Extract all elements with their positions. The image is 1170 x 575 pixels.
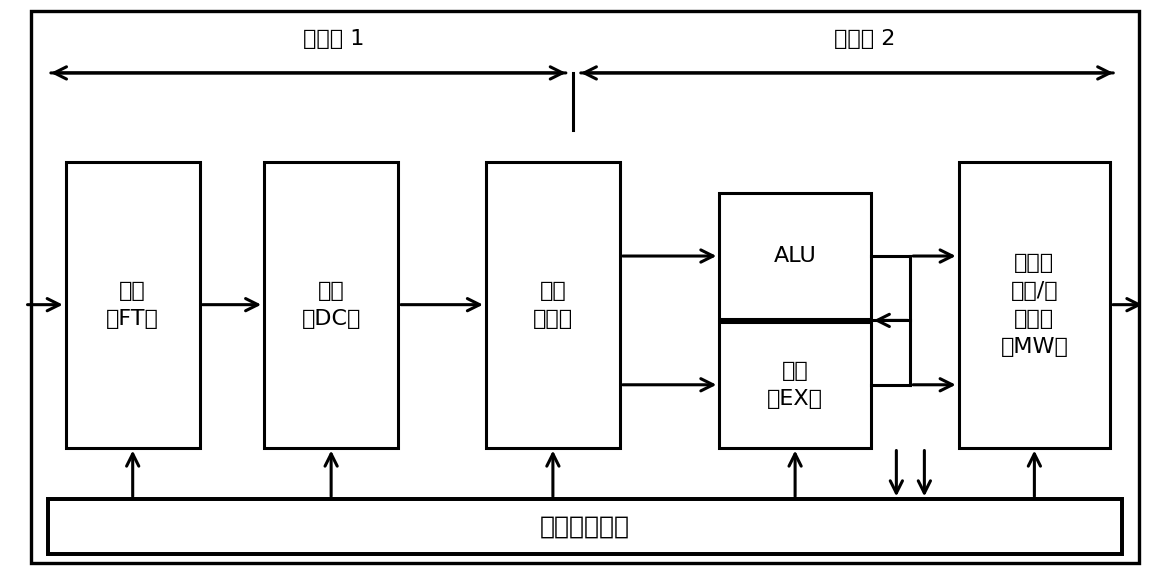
Text: ALU: ALU: [773, 246, 817, 266]
Text: 译码
（DC）: 译码 （DC）: [302, 281, 360, 329]
Text: 取指
（FT）: 取指 （FT）: [106, 281, 159, 329]
Text: 流水级 2: 流水级 2: [834, 29, 896, 48]
Text: 流水线控制器: 流水线控制器: [541, 515, 629, 538]
Bar: [958, 162, 1110, 448]
Bar: [720, 193, 870, 319]
Bar: [66, 162, 200, 448]
Bar: [720, 322, 870, 448]
Text: 流水
寄存器: 流水 寄存器: [532, 281, 573, 329]
Bar: [48, 499, 1122, 554]
Text: 存储器
访问/寄
存器写
（MW）: 存储器 访问/寄 存器写 （MW）: [1000, 252, 1068, 356]
Bar: [264, 162, 398, 448]
Text: 流水级 1: 流水级 1: [303, 29, 365, 48]
Bar: [486, 162, 620, 448]
Text: 执行
（EX）: 执行 （EX）: [768, 361, 824, 409]
